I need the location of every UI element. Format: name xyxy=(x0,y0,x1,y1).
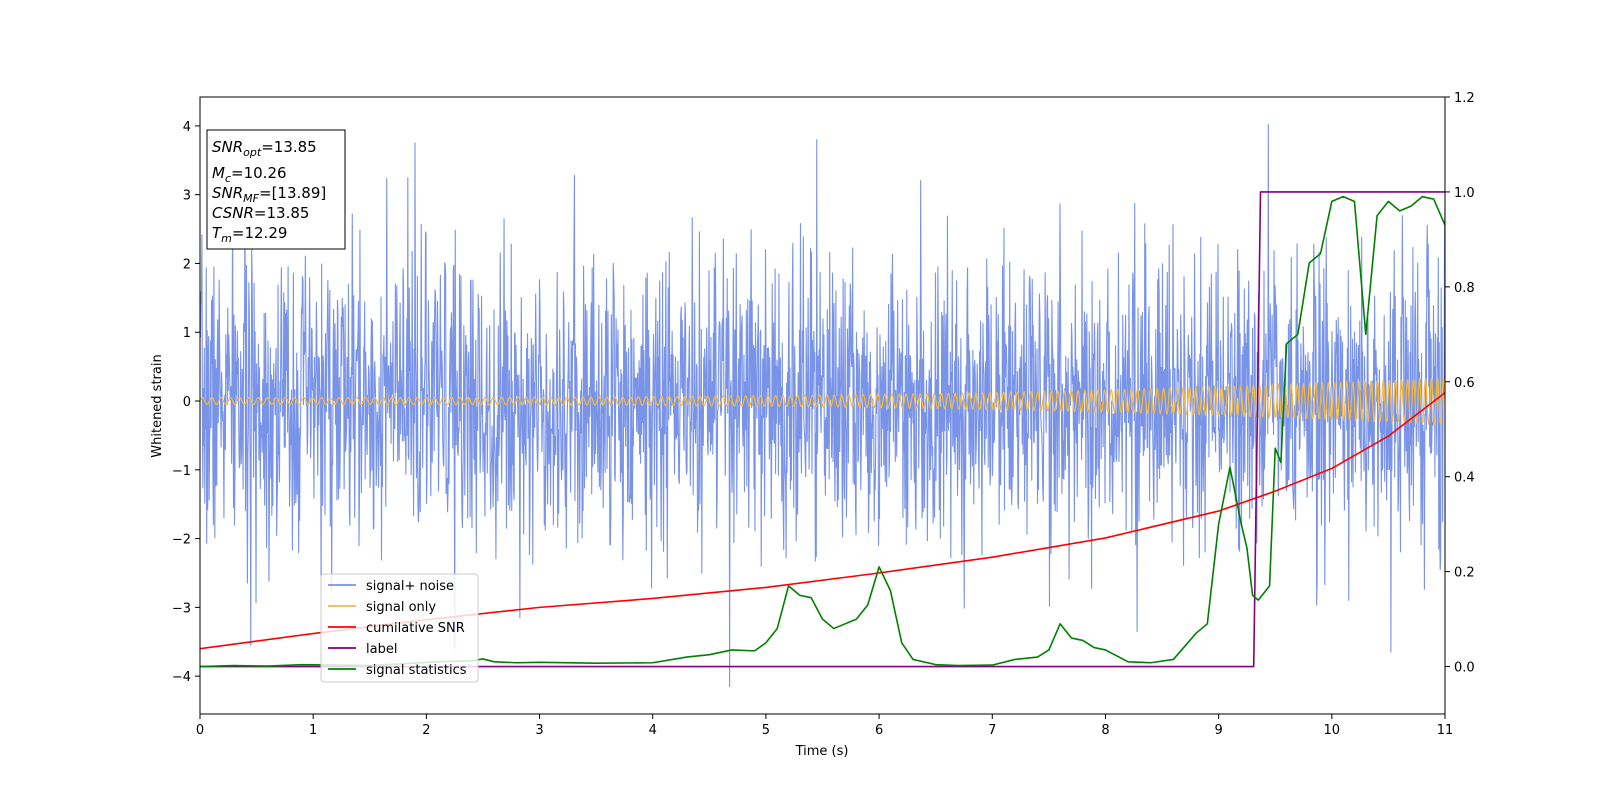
info-line: CSNR=13.85 xyxy=(212,204,309,222)
legend: signal+ noise signal only cumilative SNR la… xyxy=(320,573,479,683)
y-tick-label: 0 xyxy=(183,395,191,410)
y-tick-label: 3 xyxy=(183,189,191,204)
info-value: =10.26 xyxy=(231,164,287,182)
y2-tick-label: 0.4 xyxy=(1454,471,1475,486)
x-tick-label: 3 xyxy=(535,723,543,738)
info-symbol: T xyxy=(212,224,223,242)
y2-tick-label: 1.0 xyxy=(1454,186,1475,201)
legend-label: signal only xyxy=(366,600,436,615)
info-box-frame xyxy=(206,129,346,250)
x-tick-label: 10 xyxy=(1324,723,1341,738)
info-subscript: opt xyxy=(243,146,262,159)
info-lines: SNRopt=13.85Mc=10.26SNRMF=[13.89]CSNR=13… xyxy=(212,138,326,245)
info-line: Mc=10.26 xyxy=(212,164,287,185)
y-tick-label: −2 xyxy=(172,533,191,548)
y-tick-label: −3 xyxy=(172,601,191,616)
info-subscript: MF xyxy=(243,192,259,205)
y2-tick-label: 1.2 xyxy=(1454,91,1475,106)
x-tick-label: 2 xyxy=(422,723,430,738)
y-tick-label: −4 xyxy=(172,670,191,685)
info-symbol: M xyxy=(212,164,225,182)
info-symbol: CSNR xyxy=(212,204,254,222)
x-tick-label: 11 xyxy=(1437,723,1454,738)
y-tick-label: 2 xyxy=(183,257,191,272)
info-value: =[13.89] xyxy=(259,184,326,202)
x-tick-label: 9 xyxy=(1214,723,1222,738)
legend-label: signal+ noise xyxy=(366,579,454,594)
x-tick-label: 0 xyxy=(196,723,204,738)
x-axis-label: Time (s) xyxy=(795,744,849,759)
legend-label: signal statistics xyxy=(366,663,467,678)
legend-items: signal+ noise signal only cumilative SNR la… xyxy=(328,579,467,678)
y-axis-label: Whitened strain xyxy=(150,354,165,457)
legend-frame xyxy=(320,573,479,683)
info-line: SNRopt=13.85 xyxy=(212,138,317,159)
x-axis: 0 1 2 3 4 5 6 7 8 9 10 11 xyxy=(196,714,1453,738)
legend-label: cumilative SNR xyxy=(366,621,465,636)
info-value: =12.29 xyxy=(232,224,288,242)
info-line: Tm=12.29 xyxy=(212,224,287,245)
x-tick-label: 8 xyxy=(1101,723,1109,738)
y-axis-left: −4 −3 −2 −1 0 1 2 3 4 xyxy=(172,120,200,685)
info-subscript: m xyxy=(221,232,232,245)
info-symbol: SNR xyxy=(212,184,243,202)
series-line-signal-statistics xyxy=(200,195,1445,668)
info-box: SNRopt=13.85Mc=10.26SNRMF=[13.89]CSNR=13… xyxy=(206,129,346,250)
x-tick-label: 5 xyxy=(762,723,770,738)
y2-tick-label: 0.2 xyxy=(1454,566,1475,581)
info-line: SNRMF=[13.89] xyxy=(212,184,326,205)
y2-tick-label: 0.6 xyxy=(1454,376,1475,391)
info-value: =13.85 xyxy=(254,204,310,222)
series-line-signal-noise xyxy=(200,123,1445,688)
x-tick-label: 1 xyxy=(309,723,317,738)
x-tick-label: 7 xyxy=(988,723,996,738)
legend-label: label xyxy=(366,642,397,657)
y-tick-label: 4 xyxy=(183,120,191,135)
y-tick-label: 1 xyxy=(183,326,191,341)
info-subscript: c xyxy=(225,172,231,185)
y2-tick-label: 0.8 xyxy=(1454,281,1475,296)
info-symbol: SNR xyxy=(212,138,243,156)
series-line-signal-only xyxy=(200,377,1445,426)
x-tick-label: 6 xyxy=(875,723,883,738)
series-line-label xyxy=(200,191,1445,668)
x-tick-label: 4 xyxy=(649,723,657,738)
plot-frame xyxy=(199,96,1446,715)
y-tick-label: −1 xyxy=(172,464,191,479)
y-axis-right: 0.0 0.2 0.4 0.6 0.8 1.0 1.2 xyxy=(1445,91,1475,676)
info-value: =13.85 xyxy=(261,138,317,156)
y2-tick-label: 0.0 xyxy=(1454,661,1475,676)
